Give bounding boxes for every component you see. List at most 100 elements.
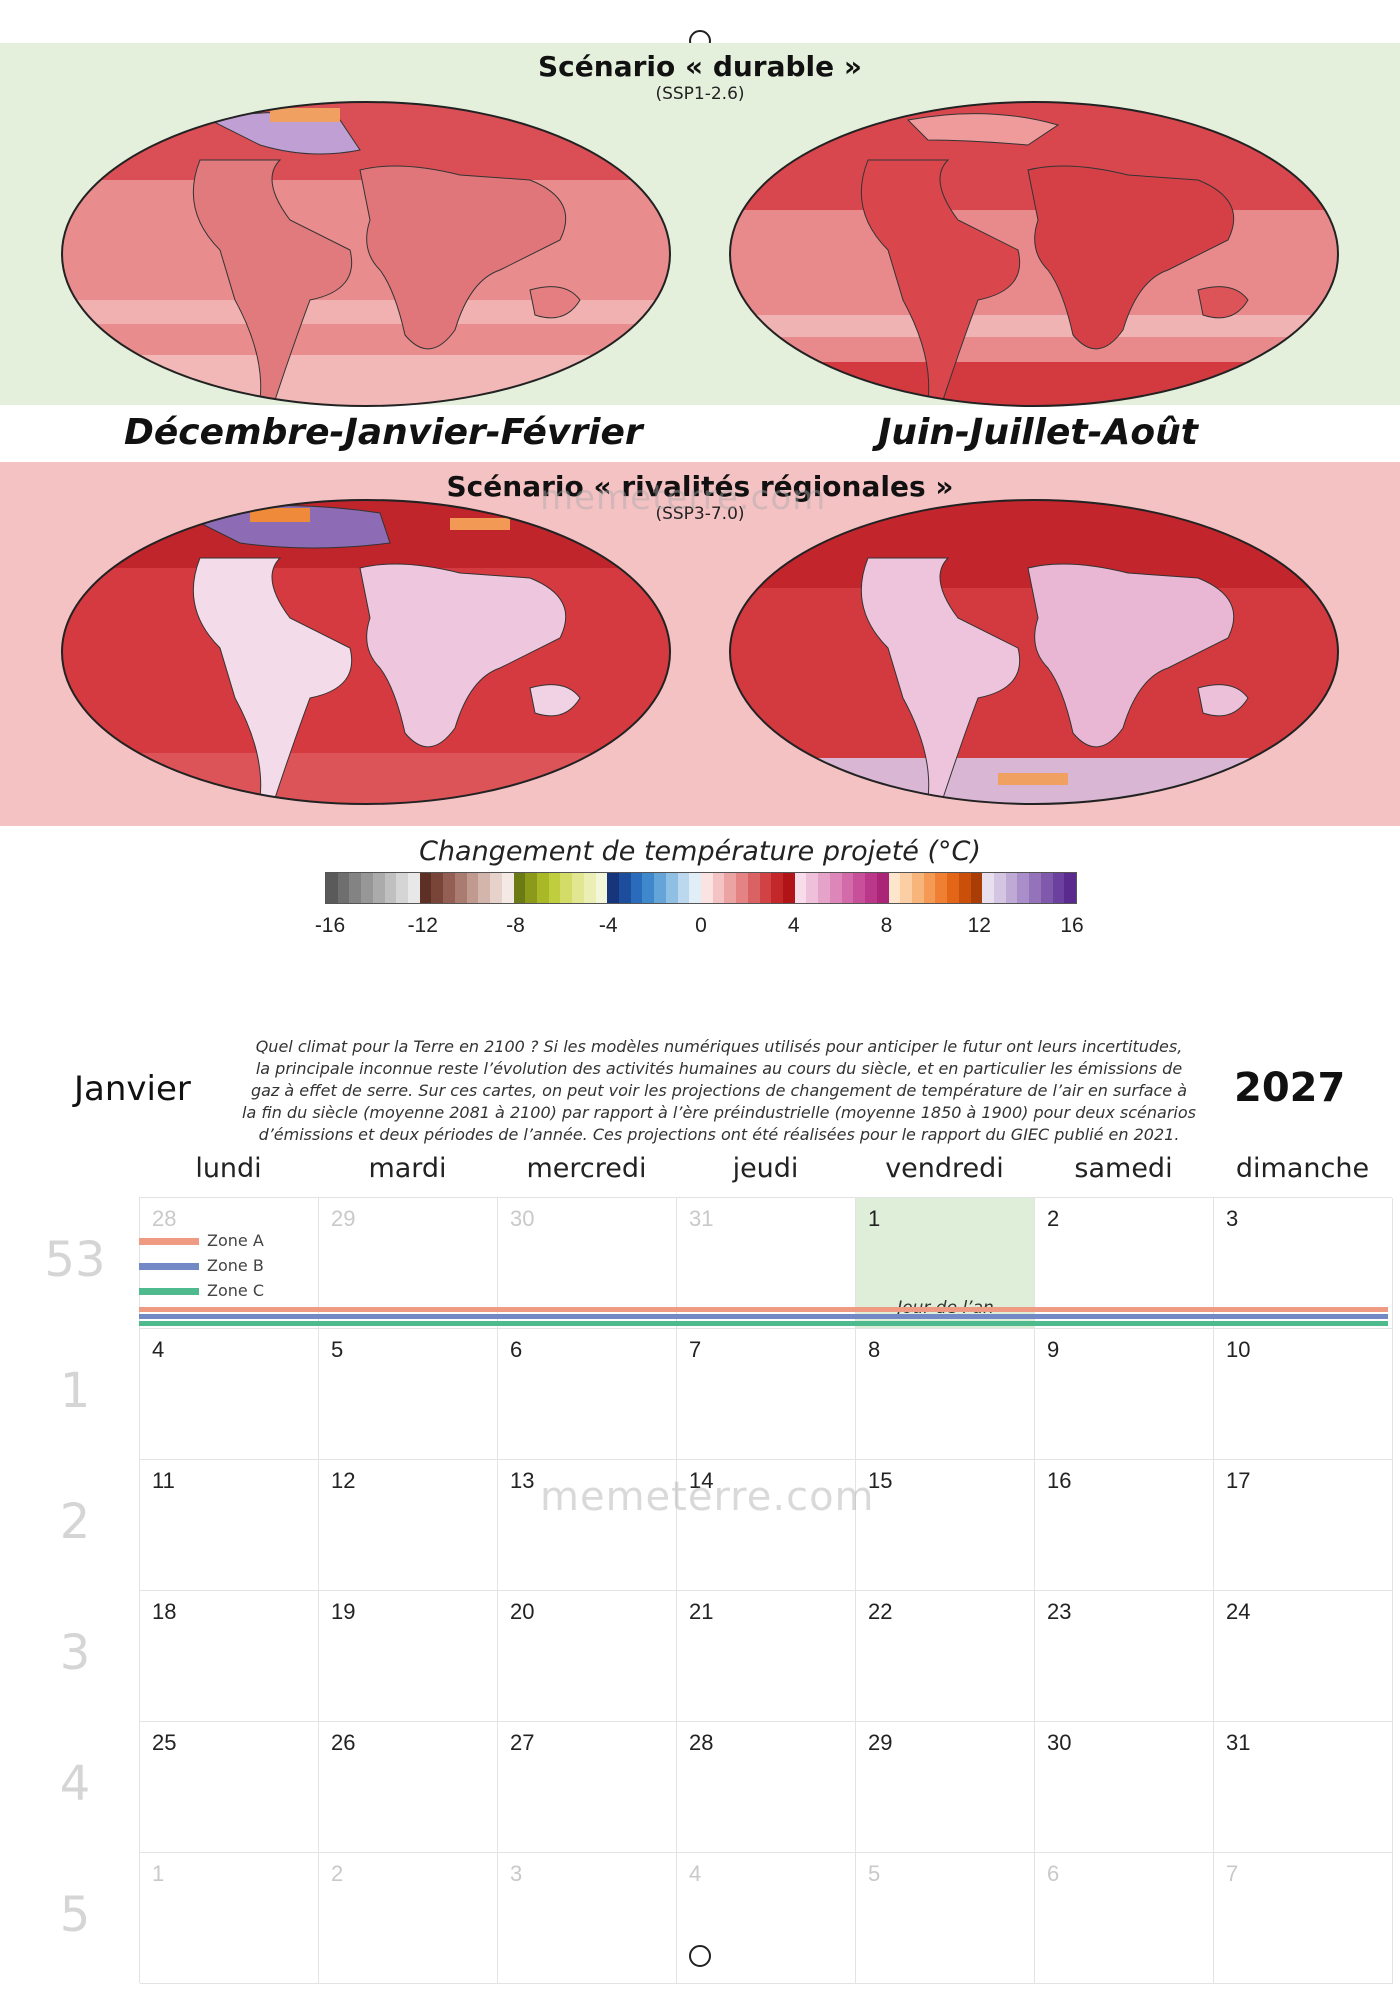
day-number: 6 xyxy=(1047,1861,1060,1886)
day-cell[interactable]: 14 xyxy=(677,1460,856,1591)
day-cell[interactable]: 31 xyxy=(1214,1722,1393,1853)
day-cell[interactable]: 5 xyxy=(856,1853,1035,1984)
day-cell[interactable]: 21 xyxy=(677,1591,856,1722)
day-cell[interactable]: 26 xyxy=(319,1722,498,1853)
day-cell[interactable]: 17 xyxy=(1214,1460,1393,1591)
colorbar-swatch xyxy=(747,873,760,903)
day-cell[interactable]: 4 xyxy=(677,1853,856,1984)
colorbar-swatch xyxy=(759,873,772,903)
day-name-lundi: lundi xyxy=(195,1153,262,1184)
colorbar-swatch xyxy=(806,873,819,903)
day-number: 24 xyxy=(1226,1599,1251,1624)
day-cell[interactable]: 15 xyxy=(856,1460,1035,1591)
day-cell[interactable]: 3 xyxy=(498,1853,677,1984)
day-cell[interactable]: 18 xyxy=(140,1591,319,1722)
colorbar-swatch xyxy=(349,873,362,903)
colorbar-swatch xyxy=(982,873,994,903)
description-line: d’émissions et deux périodes de l’année.… xyxy=(258,1125,1180,1144)
day-number: 6 xyxy=(510,1337,523,1362)
day-cell[interactable]: 19 xyxy=(319,1591,498,1722)
day-cell[interactable]: 8 xyxy=(856,1329,1035,1460)
day-cell[interactable]: 13 xyxy=(498,1460,677,1591)
colorbar-swatch xyxy=(525,873,537,903)
colorbar-swatch xyxy=(454,873,467,903)
day-cell[interactable]: 12 xyxy=(319,1460,498,1591)
day-cell[interactable]: 7 xyxy=(1214,1853,1393,1984)
day-cell[interactable]: 7 xyxy=(677,1329,856,1460)
day-cell[interactable]: 29 xyxy=(319,1198,498,1329)
day-cell[interactable]: 1 xyxy=(140,1853,319,1984)
day-number: 3 xyxy=(1226,1206,1239,1231)
day-number: 7 xyxy=(689,1337,702,1362)
day-name-vendredi: vendredi xyxy=(885,1153,1004,1184)
day-cell[interactable]: 2 xyxy=(1035,1198,1214,1329)
colorbar-swatch xyxy=(630,873,643,903)
day-cell[interactable]: 3 xyxy=(1214,1198,1393,1329)
day-number: 28 xyxy=(152,1206,177,1231)
day-cell[interactable]: 30 xyxy=(498,1198,677,1329)
day-cell[interactable]: 11 xyxy=(140,1460,319,1591)
day-number: 18 xyxy=(152,1599,177,1624)
day-number: 26 xyxy=(331,1730,356,1755)
day-number: 30 xyxy=(1047,1730,1072,1755)
day-cell[interactable]: 30 xyxy=(1035,1722,1214,1853)
colorbar-swatch xyxy=(548,873,561,903)
day-cell[interactable]: 4 xyxy=(140,1329,319,1460)
day-cell[interactable]: 20 xyxy=(498,1591,677,1722)
day-cell[interactable]: 29 xyxy=(856,1722,1035,1853)
colorbar-swatch xyxy=(771,873,784,903)
colorbar-swatch xyxy=(654,873,666,903)
colorbar-swatch xyxy=(829,873,842,903)
map-ssp3-djf xyxy=(61,499,671,805)
colorbar-tick-label: -4 xyxy=(598,914,618,937)
colorbar-swatch xyxy=(841,873,854,903)
day-number: 4 xyxy=(689,1861,702,1886)
colorbar-swatch xyxy=(618,873,631,903)
colorbar-swatch xyxy=(466,873,479,903)
colorbar-tick-label: 0 xyxy=(695,914,707,937)
day-number: 21 xyxy=(689,1599,714,1624)
month-name: Janvier xyxy=(74,1069,191,1109)
colorbar-swatch xyxy=(712,873,725,903)
day-cell[interactable]: 24 xyxy=(1214,1591,1393,1722)
day-number: 30 xyxy=(510,1206,535,1231)
day-cell[interactable]: 16 xyxy=(1035,1460,1214,1591)
colorbar-swatch xyxy=(958,873,971,903)
colorbar-swatch xyxy=(993,873,1006,903)
scenario-title-regional-rivalry: Scénario « rivalités régionales » xyxy=(446,470,954,503)
day-cell[interactable]: 6 xyxy=(1035,1853,1214,1984)
colorbar-swatch xyxy=(536,873,549,903)
day-name-dimanche: dimanche xyxy=(1235,1153,1370,1184)
day-cell[interactable]: 5 xyxy=(319,1329,498,1460)
day-cell[interactable]: 23 xyxy=(1035,1591,1214,1722)
week-number: 3 xyxy=(59,1625,91,1681)
colorbar-tick-label: 12 xyxy=(967,914,991,937)
colorbar-swatch xyxy=(337,873,350,903)
day-cell[interactable]: 25 xyxy=(140,1722,319,1853)
colorbar-swatch xyxy=(419,873,432,903)
day-number: 31 xyxy=(1226,1730,1251,1755)
day-cell[interactable]: 9 xyxy=(1035,1329,1214,1460)
day-cell[interactable]: 27 xyxy=(498,1722,677,1853)
day-name-mardi: mardi xyxy=(368,1153,447,1184)
colorbar-ticks: -16 -12 -8 -4 0 4 8 12 16 xyxy=(0,914,1400,944)
day-cell[interactable]: 2 xyxy=(319,1853,498,1984)
season-label-jja: Juin-Juillet-Août xyxy=(878,412,1198,453)
colorbar-swatch xyxy=(501,873,514,903)
colorbar-swatch xyxy=(900,873,912,903)
day-cell[interactable]: 6 xyxy=(498,1329,677,1460)
day-cell[interactable]: 31 xyxy=(677,1198,856,1329)
colorbar xyxy=(325,872,1077,904)
colorbar-swatch xyxy=(665,873,678,903)
day-cell[interactable]: 28 xyxy=(677,1722,856,1853)
colorbar-swatch xyxy=(888,873,901,903)
colorbar-title: Changement de température projeté (°C) xyxy=(419,836,981,867)
map-ssp1-jja xyxy=(729,101,1339,407)
colorbar-swatch xyxy=(1040,873,1053,903)
season-label-djf: Décembre-Janvier-Février xyxy=(124,412,643,453)
day-cell[interactable]: 28 xyxy=(140,1198,319,1329)
colorbar-tick-label: 8 xyxy=(880,914,893,937)
day-cell[interactable]: 10 xyxy=(1214,1329,1393,1460)
week-number: 4 xyxy=(59,1756,91,1812)
day-cell[interactable]: 22 xyxy=(856,1591,1035,1722)
